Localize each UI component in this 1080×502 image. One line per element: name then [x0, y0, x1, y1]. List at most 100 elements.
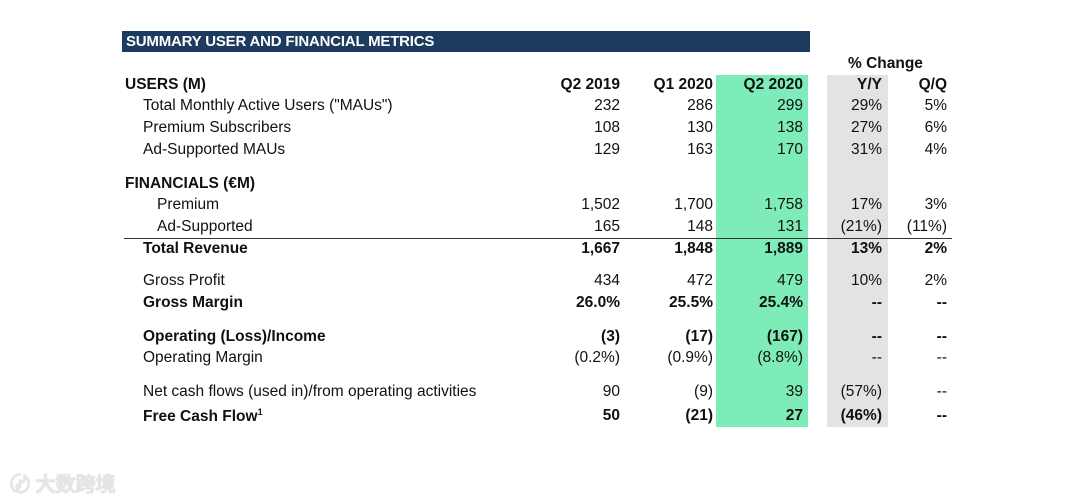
col-header: Q/Q: [918, 76, 947, 93]
cell-value: 1,700: [674, 196, 713, 213]
cell-value: 29%: [850, 97, 882, 114]
cell-value: 27: [785, 407, 803, 424]
cell-value: 5%: [924, 97, 947, 114]
table-row: Gross Margin 26.0% 25.5% 25.4% -- --: [0, 294, 1080, 314]
cell-value: --: [936, 349, 947, 366]
cell-value: --: [936, 407, 947, 424]
cell-value: 232: [594, 97, 620, 114]
cell-value: 130: [687, 119, 713, 136]
cell-value: (3): [601, 328, 620, 345]
total-divider: [124, 238, 952, 239]
row-label: Free Cash Flow1: [143, 407, 263, 426]
row-label: Premium Subscribers: [143, 119, 292, 136]
cell-value: (21): [685, 407, 713, 424]
cell-value: 170: [777, 141, 803, 158]
table-row: Premium Subscribers 108 130 138 27% 6%: [0, 119, 1080, 139]
col-header: Q2 2019: [560, 76, 620, 93]
cell-value: 165: [594, 218, 620, 235]
cell-value: 472: [687, 272, 713, 289]
users-section-label: USERS (M): [125, 76, 206, 93]
row-label: Total Monthly Active Users ("MAUs"): [143, 97, 393, 114]
row-label: Operating Margin: [143, 349, 263, 366]
yoy-highlight: [827, 75, 888, 427]
table-row: Operating (Loss)/Income (3) (17) (167) -- --: [0, 328, 1080, 348]
cell-value: 1,758: [764, 196, 803, 213]
table-row: Total Monthly Active Users ("MAUs") 232 28…: [0, 97, 1080, 117]
header-row: USERS (M) Q2 2019 Q1 2020 Q2 2020 Y/Y Q/…: [0, 76, 1080, 96]
cell-value: (9): [694, 383, 713, 400]
cell-value: --: [936, 328, 947, 345]
cell-value: 1,889: [764, 240, 803, 257]
cell-value: 108: [594, 119, 620, 136]
row-label: Operating (Loss)/Income: [143, 328, 326, 345]
cell-value: 25.5%: [669, 294, 713, 311]
row-label: Ad-Supported: [157, 218, 253, 235]
cell-value: --: [936, 294, 947, 311]
table-title: SUMMARY USER AND FINANCIAL METRICS: [126, 33, 435, 50]
table-row: Total Revenue 1,667 1,848 1,889 13% 2%: [0, 240, 1080, 260]
cell-value: 6%: [924, 119, 947, 136]
current-quarter-highlight: [716, 75, 808, 427]
table-row: Free Cash Flow1 50 (21) 27 (46%) --: [0, 407, 1080, 427]
cell-value: 17%: [850, 196, 882, 213]
cell-value: 286: [687, 97, 713, 114]
row-label: Total Revenue: [143, 240, 248, 257]
cell-value: 39: [785, 383, 803, 400]
cell-value: 50: [602, 407, 620, 424]
cell-value: 129: [594, 141, 620, 158]
cell-value: --: [871, 328, 882, 345]
table-row: Net cash flows (used in)/from operating …: [0, 383, 1080, 403]
cell-value: 4%: [924, 141, 947, 158]
cell-value: --: [871, 349, 882, 366]
cell-value: 163: [687, 141, 713, 158]
financials-section-label: FINANCIALS (€M): [125, 175, 256, 192]
col-header: Q2 2020: [743, 76, 803, 93]
footnote-marker: 1: [257, 407, 263, 417]
cell-value: (57%): [840, 383, 882, 400]
cell-value: 26.0%: [576, 294, 620, 311]
row-label: Premium: [157, 196, 220, 213]
col-header: Q1 2020: [653, 76, 713, 93]
row-label: Gross Margin: [143, 294, 243, 311]
cell-value: 299: [777, 97, 803, 114]
cell-value: 131: [777, 218, 803, 235]
cell-value: 25.4%: [759, 294, 803, 311]
cell-value: 13%: [850, 240, 882, 257]
table-row: Ad-Supported 165 148 131 (21%) (11%): [0, 218, 1080, 238]
cell-value: 2%: [924, 240, 947, 257]
table-title-bar: SUMMARY USER AND FINANCIAL METRICS: [122, 31, 810, 52]
cell-value: 2%: [924, 272, 947, 289]
cell-value: 1,667: [581, 240, 620, 257]
row-label: Gross Profit: [143, 272, 225, 289]
cell-value: 31%: [850, 141, 882, 158]
cell-value: (21%): [840, 218, 882, 235]
cell-value: --: [936, 383, 947, 400]
cell-value: 1,848: [674, 240, 713, 257]
row-label: Net cash flows (used in)/from operating …: [143, 383, 477, 400]
cell-value: (11%): [906, 218, 947, 235]
cell-value: 1,502: [581, 196, 620, 213]
cell-value: (46%): [840, 407, 882, 424]
cell-value: (0.2%): [574, 349, 620, 366]
cell-value: 434: [594, 272, 620, 289]
table-row: Gross Profit 434 472 479 10% 2%: [0, 272, 1080, 292]
cell-value: 3%: [924, 196, 947, 213]
cell-value: 479: [777, 272, 803, 289]
cell-value: --: [871, 294, 882, 311]
row-label: Ad-Supported MAUs: [143, 141, 286, 158]
cell-value: (0.9%): [667, 349, 713, 366]
cell-value: (8.8%): [757, 349, 803, 366]
cell-value: 90: [602, 383, 620, 400]
cell-value: (167): [766, 328, 803, 345]
table-row: Ad-Supported MAUs 129 163 170 31% 4%: [0, 141, 1080, 161]
col-header: Y/Y: [857, 76, 882, 93]
cell-value: (17): [685, 328, 713, 345]
pct-change-header: % Change: [848, 55, 923, 72]
table-row: Operating Margin (0.2%) (0.9%) (8.8%) -- --: [0, 349, 1080, 369]
cell-value: 27%: [850, 119, 882, 136]
watermark-logo: 〄 大数跨境: [10, 474, 116, 496]
cell-value: 10%: [850, 272, 882, 289]
cell-value: 148: [687, 218, 713, 235]
table-row: Premium 1,502 1,700 1,758 17% 3%: [0, 196, 1080, 216]
financials-section-row: FINANCIALS (€M): [0, 175, 1080, 195]
